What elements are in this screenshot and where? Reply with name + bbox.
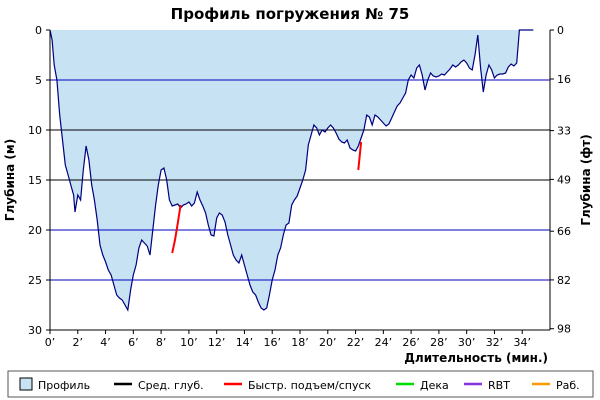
profile-line [49,29,534,312]
x-tick-label: 16’ [263,336,281,349]
x-tick-label: 2’ [73,336,84,349]
y-tick-label-left: 30 [28,324,42,337]
y-tick-label-right: 98 [557,323,571,336]
legend-label: Дека [420,379,449,392]
x-tick-label: 12’ [208,336,226,349]
y-tick-label-left: 0 [35,24,42,37]
x-tick-label: 28’ [430,336,448,349]
y-tick-label-right: 0 [557,24,564,37]
y-axis-label-right: Глубина (фт) [579,134,593,225]
y-tick-label-left: 20 [28,224,42,237]
x-tick-label: 20’ [319,336,337,349]
fast-segment-1 [357,141,363,171]
legend-label: Быстр. подъем/спуск [248,379,372,392]
x-tick-label: 10’ [180,336,198,349]
x-tick-label: 34’ [513,336,531,349]
x-tick-label: 24’ [375,336,393,349]
y-tick-label-right: 16 [557,73,571,86]
x-tick-label: 26’ [402,336,420,349]
legend-box [7,370,594,398]
y-tick-label-right: 33 [557,125,571,138]
y-tick-label-left: 25 [28,274,42,287]
x-tick-label: 32’ [486,336,504,349]
fast-segment-0 [171,204,182,254]
y-tick-label-right: 66 [557,225,571,238]
legend-label: Сред. глуб. [138,379,204,392]
y-tick-label-left: 10 [28,124,42,137]
profile-area [50,30,534,310]
y-tick-label-right: 49 [557,173,571,186]
legend-swatch [19,377,33,391]
x-tick-label: 30’ [458,336,476,349]
x-tick-label: 14’ [236,336,254,349]
x-axis-label: Длительность (мин.) [404,351,548,365]
x-tick-label: 4’ [100,336,111,349]
x-tick-label: 6’ [128,336,139,349]
x-tick-label: 22’ [347,336,365,349]
legend-label: RBT [488,379,510,392]
y-tick-label-left: 5 [35,74,42,87]
legend-label: Раб. [556,379,580,392]
chart-title: Профиль погружения № 75 [171,5,410,23]
y-tick-label-right: 82 [557,274,571,287]
y-axis-label-left: Глубина (м) [3,139,17,221]
x-tick-label: 0’ [45,336,56,349]
legend-label: Профиль [38,379,90,392]
x-tick-label: 8’ [156,336,167,349]
y-tick-label-left: 15 [28,174,42,187]
x-tick-label: 18’ [291,336,309,349]
